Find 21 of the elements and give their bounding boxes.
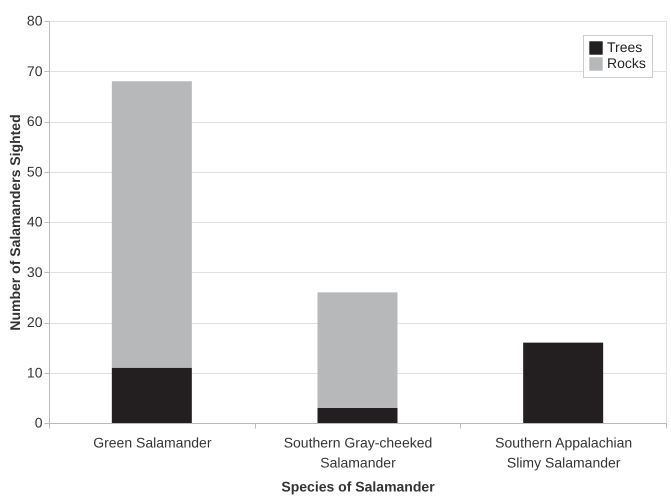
x-axis-title: Species of Salamander	[281, 478, 436, 494]
y-axis-title: Number of Salamanders Sighted	[6, 114, 23, 331]
y-tick-label: 60	[26, 113, 43, 129]
bar	[318, 292, 398, 408]
y-tick-label: 0	[34, 414, 43, 430]
x-tick-label: Southern Appalachian Slimy Salamander	[495, 434, 632, 470]
y-tick-label: 40	[26, 214, 43, 230]
y-tick-label: 20	[26, 314, 43, 330]
legend-label: Trees	[607, 39, 642, 55]
bar	[523, 342, 604, 423]
y-tick-label: 30	[26, 264, 43, 280]
y-tick-label: 10	[26, 364, 43, 380]
x-tick-label: Green Salamander	[93, 434, 212, 450]
y-tick-label: 70	[26, 62, 43, 79]
bar	[112, 81, 192, 368]
y-tick-label: 80	[26, 12, 43, 28]
bar	[318, 408, 398, 423]
y-tick-label: 50	[26, 163, 43, 180]
bar	[112, 368, 192, 423]
x-tick-label: Southern Gray-cheeked Salamander	[284, 434, 432, 470]
legend-label: Rocks	[607, 55, 646, 71]
